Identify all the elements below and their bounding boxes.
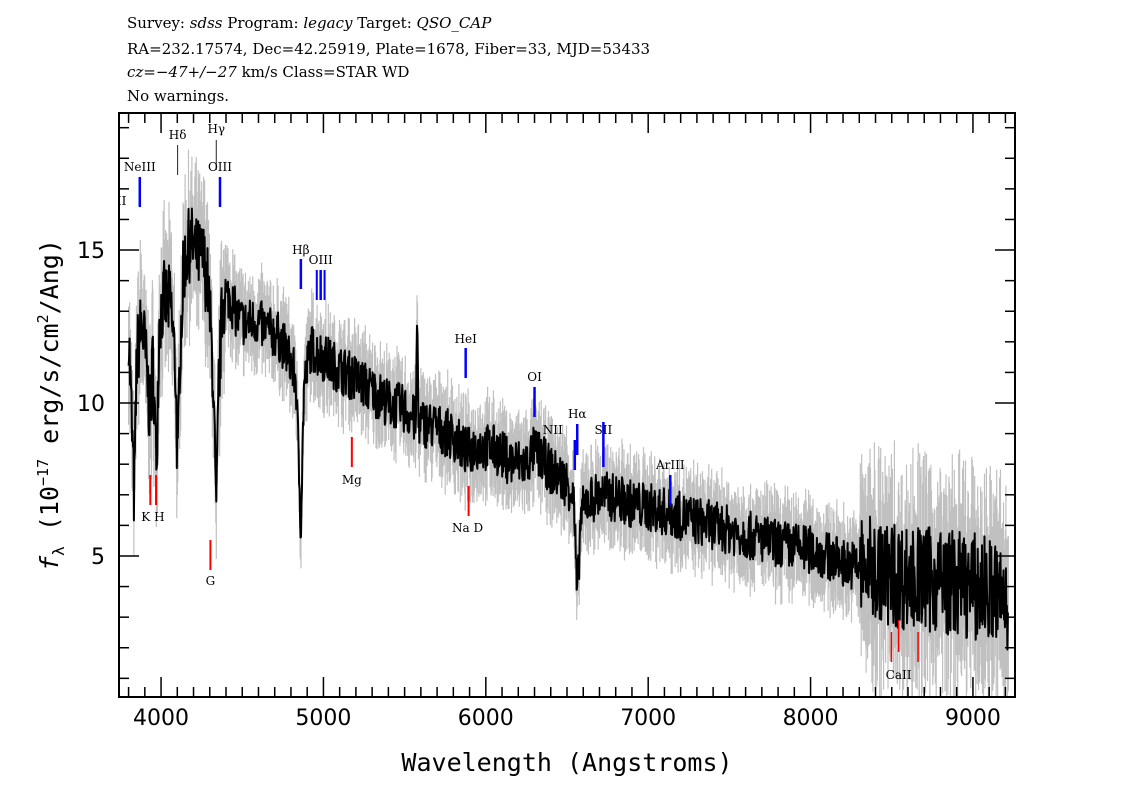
survey-value: sdss [189,14,223,32]
x-tick-label: 5000 [295,706,351,731]
emission-line-label: OIII [208,160,232,174]
emission-line-label: Hβ [292,243,309,257]
emission-line-label: HeI [455,332,478,346]
class-text: km/s Class=STAR WD [236,63,410,81]
emission-line-label: NeIII [124,160,156,174]
error-band [128,149,1009,697]
x-tick-label: 9000 [945,706,1001,731]
survey-label: Survey: [127,14,185,32]
target-value: QSO_CAP [416,14,492,32]
absorption-line-label: G [206,574,216,588]
redshift-value: cz=−47+/−27 [127,63,237,81]
emission-line-label: OII [107,194,127,208]
x-tick-label: 4000 [133,706,189,731]
target-label: Target: [357,14,412,32]
emission-line-label: NII [543,423,563,437]
program-value: legacy [303,14,353,32]
absorption-line-label: CaII [886,668,912,682]
emission-line-label: Hα [568,407,587,421]
emission-line-label: SII [595,423,613,437]
flux-line [127,207,1010,651]
emission-line-label: Hδ [169,128,187,142]
x-tick-label: 7000 [620,706,676,731]
emission-line-label: OIII [309,253,333,267]
y-tick-label: 5 [91,545,105,570]
x-axis-label: Wavelength (Angstroms) [401,748,732,777]
absorption-line-label: Mg [342,473,362,487]
emission-line-label: ArIII [655,458,685,472]
y-axis-label: fλ (10−17 erg/s/cm2/Ang) [34,239,68,571]
header-line-1: Survey: sdss Program: legacy Target: QSO… [127,12,491,34]
x-tick-label: 6000 [458,706,514,731]
emission-line-label: Hγ [207,122,225,136]
header-line-2: RA=232.17574, Dec=42.25919, Plate=1678, … [127,40,651,58]
header-line-3: cz=−47+/−27 km/s Class=STAR WD [127,61,409,83]
program-label: Program: [227,14,299,32]
y-tick-label: 15 [77,239,105,264]
header-line-4: No warnings. [127,87,230,105]
absorption-line-label: Na D [452,521,483,535]
x-tick-label: 8000 [783,706,839,731]
y-tick-label: 10 [77,392,105,417]
emission-line-label: OI [527,370,542,384]
absorption-line-label: K H [141,510,164,524]
